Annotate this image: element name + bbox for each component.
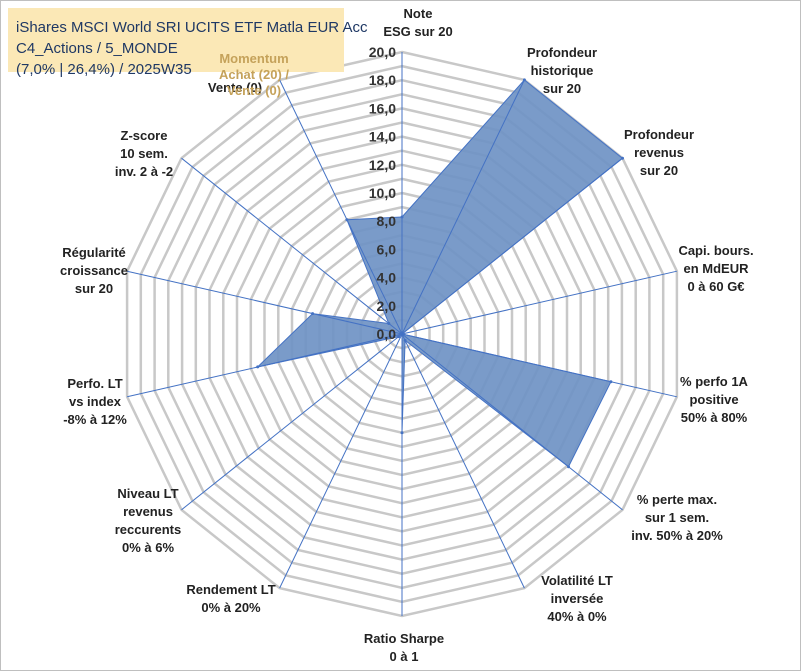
axis-label: Ratio Sharpe 0 à 1 [364,631,444,664]
axis-spoke [279,333,403,589]
axis-label: Capi. bours. en MdEUR 0 à 60 G€ [678,243,753,294]
axis-label: Régularité croissance sur 20 [60,245,128,296]
tick-label: 14,0 [369,129,396,145]
axis-spoke [181,333,403,511]
axis-label: Profondeur revenus sur 20 [624,127,694,178]
axis-spoke [401,333,678,398]
tick-label: 6,0 [377,241,397,257]
tick-label: 10,0 [369,185,396,201]
axis-label: Vente (0) [208,80,262,95]
axis-label: Note ESG sur 20 [383,6,452,39]
axis-spoke [401,333,623,511]
axis-label: Perfo. LT vs index -8% à 12% [63,376,127,427]
axis-spoke [181,157,403,335]
chart-title-box: iShares MSCI World SRI UCITS ETF Matla E… [8,8,367,98]
axis-label: Volatilité LT inversée 40% à 0% [541,573,613,624]
axis-spoke [126,270,403,335]
axis-spoke [126,333,403,398]
tick-label: 2,0 [377,298,397,314]
axis-label: Rendement LT 0% à 20% [186,582,275,615]
axis-spoke [401,270,678,335]
tick-label: 8,0 [377,213,397,229]
chart-title-line-1: iShares MSCI World SRI UCITS ETF Matla E… [16,19,368,36]
tick-label: 16,0 [369,100,396,116]
tick-label: 12,0 [369,157,396,173]
spoke-layer [126,52,678,616]
axis-label: Niveau LT revenus reccurents 0% à 6% [115,486,181,555]
tick-label: 20,0 [369,44,396,60]
axis-spoke [401,333,525,589]
tick-label: 4,0 [377,270,397,286]
axis-spoke [279,79,403,335]
momentum-axis-label: Momentum Achat (20) / Vente (0) [218,51,290,98]
tick-label: 0,0 [377,326,397,342]
axis-label: Z-score 10 sem. inv. 2 à -2 [115,128,173,179]
chart-title-line-2: C4_Actions / 5_MONDE [16,40,178,57]
axis-spoke [401,157,623,335]
tick-label: 18,0 [369,72,396,88]
tick-layer: 0,0 2,0 4,0 6,0 8,0 10,0 12,0 14,0 16,0 18,0 20,0 [369,44,396,342]
axis-label: Profondeur historique sur 20 [527,45,597,96]
axis-label: % perte max. sur 1 sem. inv. 50% à 20% [631,492,723,543]
chart-title-line-3: (7,0% | 26,4%) / 2025W35 [16,61,192,78]
axis-label-layer: Note ESG sur 20 Profondeur historique sur 20… [60,6,754,664]
axis-label: % perfo 1A positive 50% à 80% [680,374,749,425]
axis-spoke [401,79,525,335]
